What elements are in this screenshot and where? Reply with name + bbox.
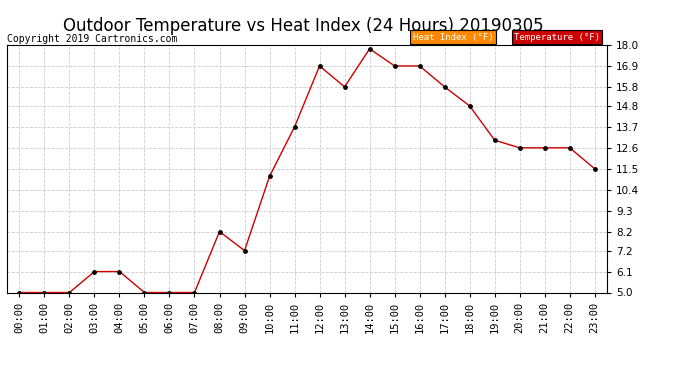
Point — [389, 63, 400, 69]
Point — [164, 290, 175, 296]
Point — [289, 124, 300, 130]
Point — [14, 290, 25, 296]
Point — [339, 84, 350, 90]
Point — [64, 290, 75, 296]
Text: Outdoor Temperature vs Heat Index (24 Hours) 20190305: Outdoor Temperature vs Heat Index (24 Ho… — [63, 17, 544, 35]
Point — [589, 166, 600, 172]
Point — [564, 145, 575, 151]
Point — [39, 290, 50, 296]
Point — [514, 145, 525, 151]
Point — [539, 145, 550, 151]
Point — [114, 268, 125, 274]
Point — [364, 46, 375, 52]
Point — [89, 268, 100, 274]
Text: Copyright 2019 Cartronics.com: Copyright 2019 Cartronics.com — [7, 34, 177, 44]
Text: Temperature (°F): Temperature (°F) — [514, 33, 600, 42]
Text: Heat Index (°F): Heat Index (°F) — [413, 33, 493, 42]
Point — [189, 290, 200, 296]
Point — [314, 63, 325, 69]
Point — [139, 290, 150, 296]
Point — [264, 173, 275, 179]
Point — [239, 248, 250, 254]
Point — [214, 229, 225, 235]
Point — [464, 103, 475, 109]
Point — [489, 137, 500, 143]
Point — [439, 84, 450, 90]
Point — [414, 63, 425, 69]
